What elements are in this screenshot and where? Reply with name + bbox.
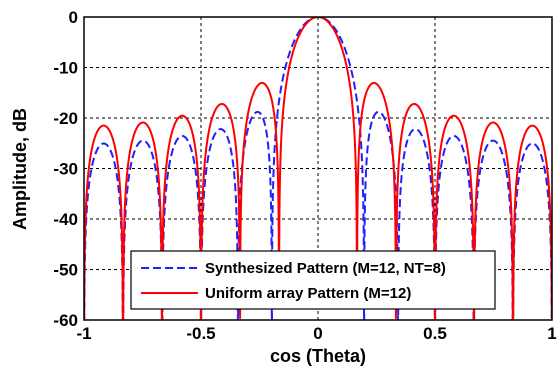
y-tick-label: 0 — [69, 8, 78, 27]
y-tick-label: -10 — [53, 59, 78, 78]
y-tick-label: -40 — [53, 210, 78, 229]
y-tick-label: -60 — [53, 311, 78, 330]
x-tick-label: -1 — [76, 324, 91, 343]
x-tick-label: -0.5 — [186, 324, 215, 343]
legend-label-synthesized: Synthesized Pattern (M=12, NT=8) — [205, 260, 446, 277]
series-layer — [84, 17, 552, 320]
legend: Synthesized Pattern (M=12, NT=8) Uniform… — [130, 250, 496, 310]
plot-frame — [83, 16, 553, 321]
y-tick-labels: 0 -10 -20 -30 -40 -50 -60 — [53, 8, 78, 330]
x-axis-label: cos (Theta) — [270, 346, 366, 366]
x-tick-labels: -1 -0.5 0 0.5 1 — [76, 324, 556, 343]
x-tick-label: 0 — [313, 324, 322, 343]
y-tick-label: -20 — [53, 109, 78, 128]
y-tick-label: -30 — [53, 160, 78, 179]
legend-box — [130, 250, 496, 310]
x-tick-label: 1 — [547, 324, 556, 343]
y-axis-label: Amplitude, dB — [10, 108, 30, 230]
y-tick-label: -50 — [53, 261, 78, 280]
legend-label-uniform: Uniform array Pattern (M=12) — [205, 285, 411, 302]
x-tick-label: 0.5 — [423, 324, 447, 343]
